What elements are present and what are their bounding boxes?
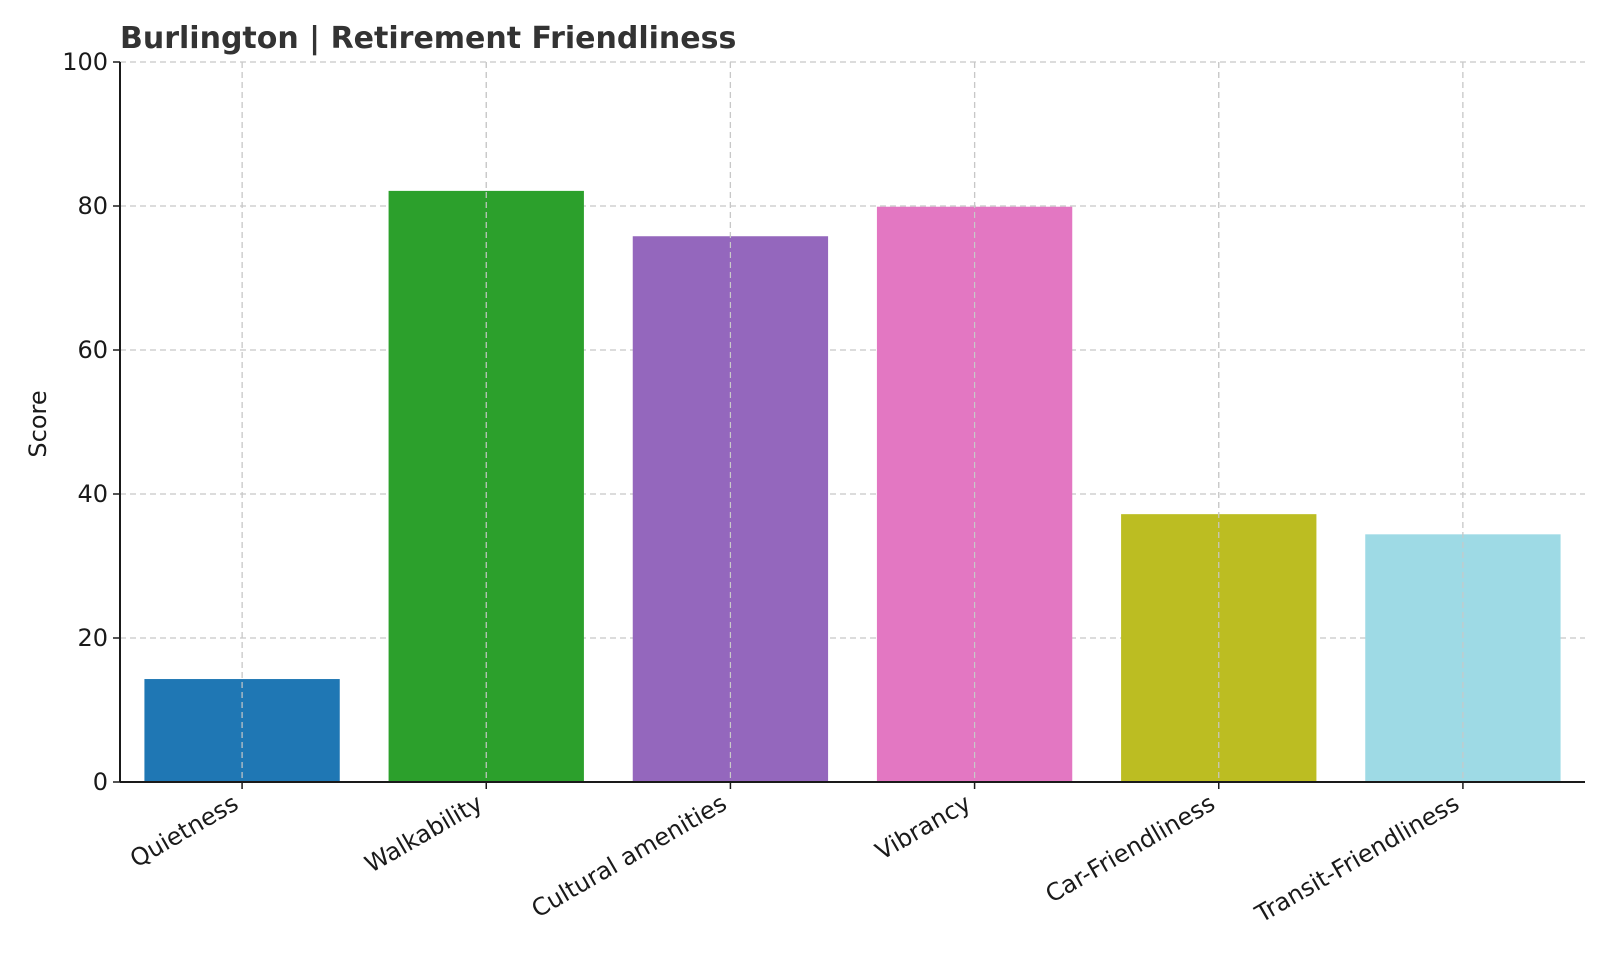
y-tick-label: 60 xyxy=(77,336,108,364)
x-tick-label: Car-Friendliness xyxy=(1041,789,1220,909)
y-tick-label: 0 xyxy=(93,768,108,796)
x-tick-label: Quietness xyxy=(125,789,243,873)
x-tick-label: Vibrancy xyxy=(871,789,976,866)
chart-title: Burlington | Retirement Friendliness xyxy=(120,21,736,56)
y-tick-label: 80 xyxy=(77,192,108,220)
x-tick-label: Cultural amenities xyxy=(527,789,732,923)
bar-cultural-amenities xyxy=(632,236,829,783)
bars-layer xyxy=(144,62,1561,783)
x-tick-label: Walkability xyxy=(360,789,487,879)
axes-layer xyxy=(119,62,1585,783)
y-tick-label: 20 xyxy=(77,624,108,652)
y-tick-label: 40 xyxy=(77,480,108,508)
x-tick-label: Transit-Friendliness xyxy=(1250,789,1464,929)
y-axis-title: Score xyxy=(24,390,52,457)
y-tick-label: 100 xyxy=(62,48,108,76)
